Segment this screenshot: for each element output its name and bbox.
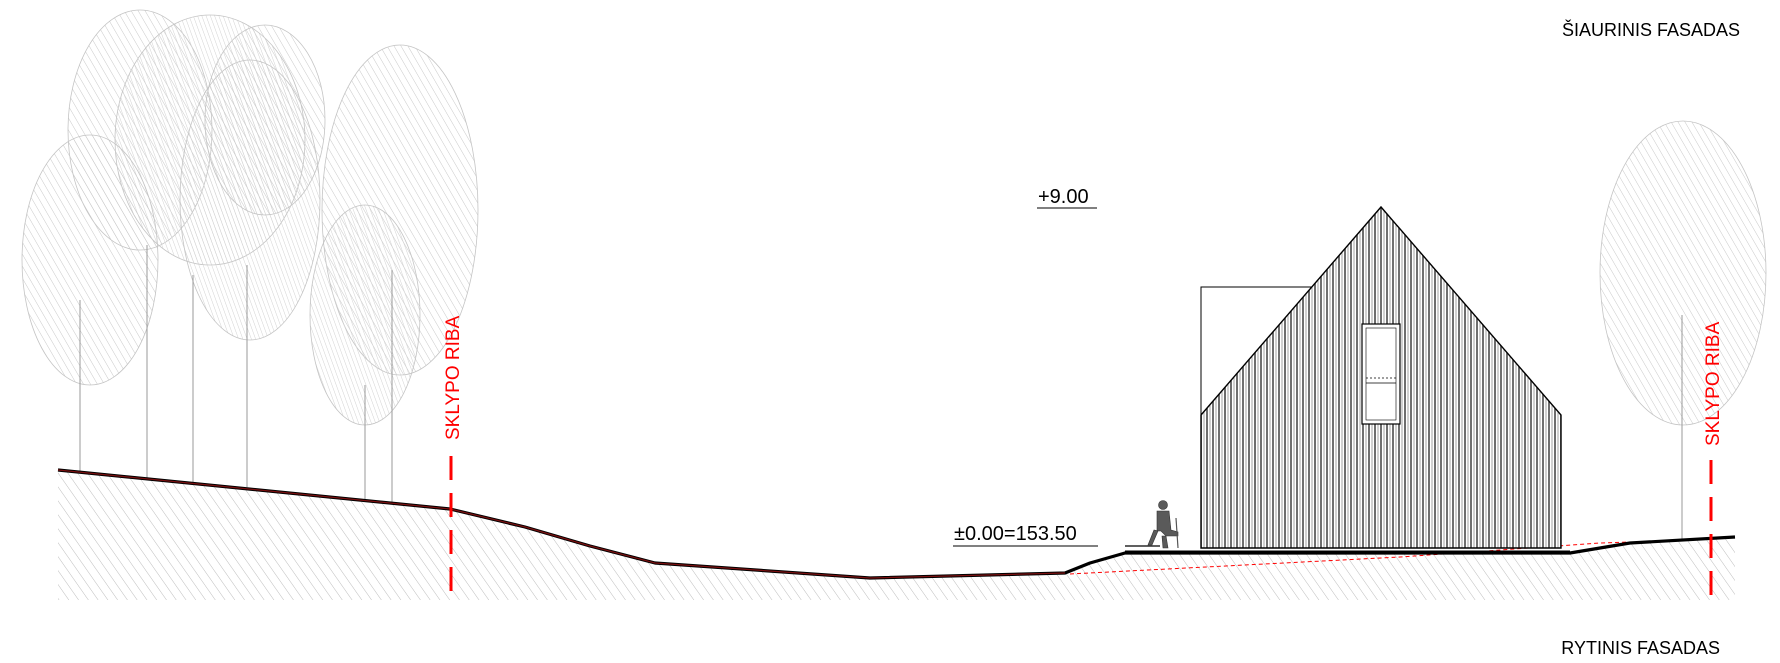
facade-window-inner (1365, 327, 1397, 421)
tree-crown (21, 134, 159, 386)
level-top-label: +9.00 (1038, 186, 1089, 208)
north-facade-title: ŠIAURINIS FASADAS (1562, 19, 1740, 40)
tree-crown (204, 24, 326, 216)
level-ground-label: ±0.00=153.50 (954, 523, 1077, 545)
facade-window (1361, 323, 1401, 425)
building (1125, 205, 1570, 554)
tree-right (1599, 120, 1767, 540)
trees-left (21, 9, 479, 502)
east-facade-title: RYTINIS FASADAS (1561, 638, 1720, 658)
boundary-label-right: SKLYPO RIBA (1703, 321, 1724, 446)
plot-boundary-left: SKLYPO RIBA (443, 315, 464, 597)
plot-boundary-right: SKLYPO RIBA (1703, 321, 1724, 600)
tree-crown (1599, 120, 1767, 426)
seated-person-icon (1147, 500, 1179, 549)
existing-terrain-line (1069, 541, 1631, 575)
boundary-label-left: SKLYPO RIBA (443, 315, 464, 440)
